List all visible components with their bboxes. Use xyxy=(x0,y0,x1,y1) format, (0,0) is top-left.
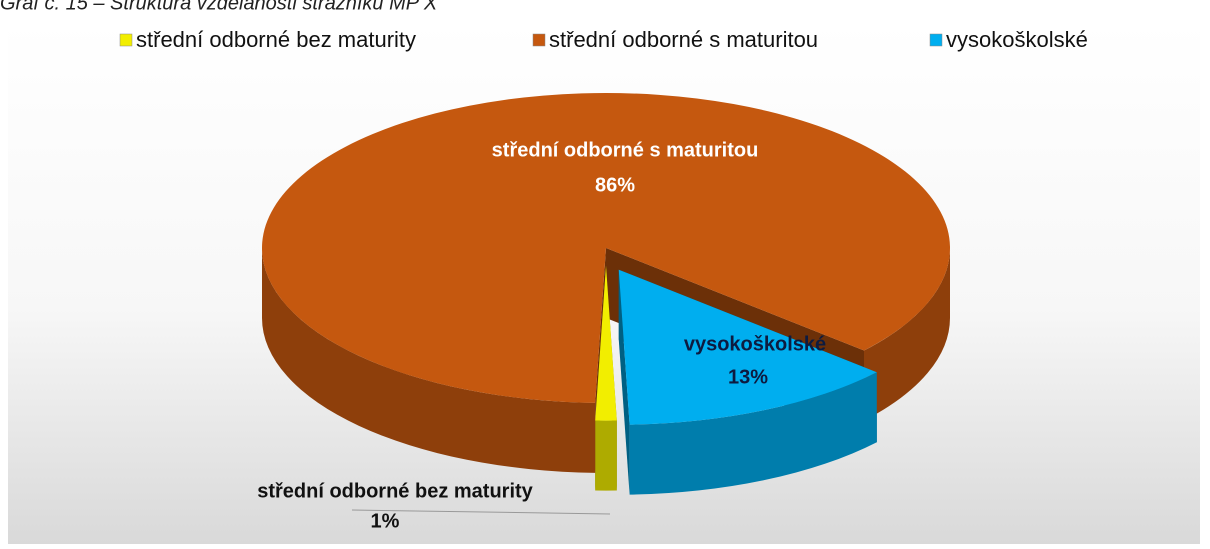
data-label-value: 1% xyxy=(371,510,400,532)
legend-swatch xyxy=(532,33,546,47)
data-labels: střední odborné bez maturity 1% střední od… xyxy=(257,139,826,532)
slice xyxy=(618,269,877,425)
data-label-value: 13% xyxy=(728,366,768,388)
slice xyxy=(262,92,951,403)
slice-side xyxy=(629,372,877,495)
slice-side xyxy=(262,248,596,473)
slice xyxy=(595,265,617,421)
chart-title: Graf č. 15 – Struktura vzdělanosti stráž… xyxy=(0,0,438,14)
legend-label: střední odborné bez maturity xyxy=(136,27,416,52)
legend-swatch xyxy=(929,33,943,47)
data-label-name: střední odborné s maturitou xyxy=(492,139,759,161)
leader-line xyxy=(351,509,611,515)
legend-label: vysokoškolské xyxy=(946,27,1088,52)
data-label-name: střední odborné bez maturity xyxy=(257,480,533,502)
data-label-value: 86% xyxy=(595,174,635,196)
slice-edge xyxy=(618,269,630,495)
slice-side xyxy=(595,420,617,491)
legend-swatch xyxy=(119,33,133,47)
data-label-name: vysokoškolské xyxy=(684,333,826,355)
slice-side xyxy=(864,248,950,421)
pie xyxy=(262,92,951,495)
legend: střední odborné bez maturity střední odbo… xyxy=(119,27,1088,52)
legend-label: střední odborné s maturitou xyxy=(549,27,818,52)
